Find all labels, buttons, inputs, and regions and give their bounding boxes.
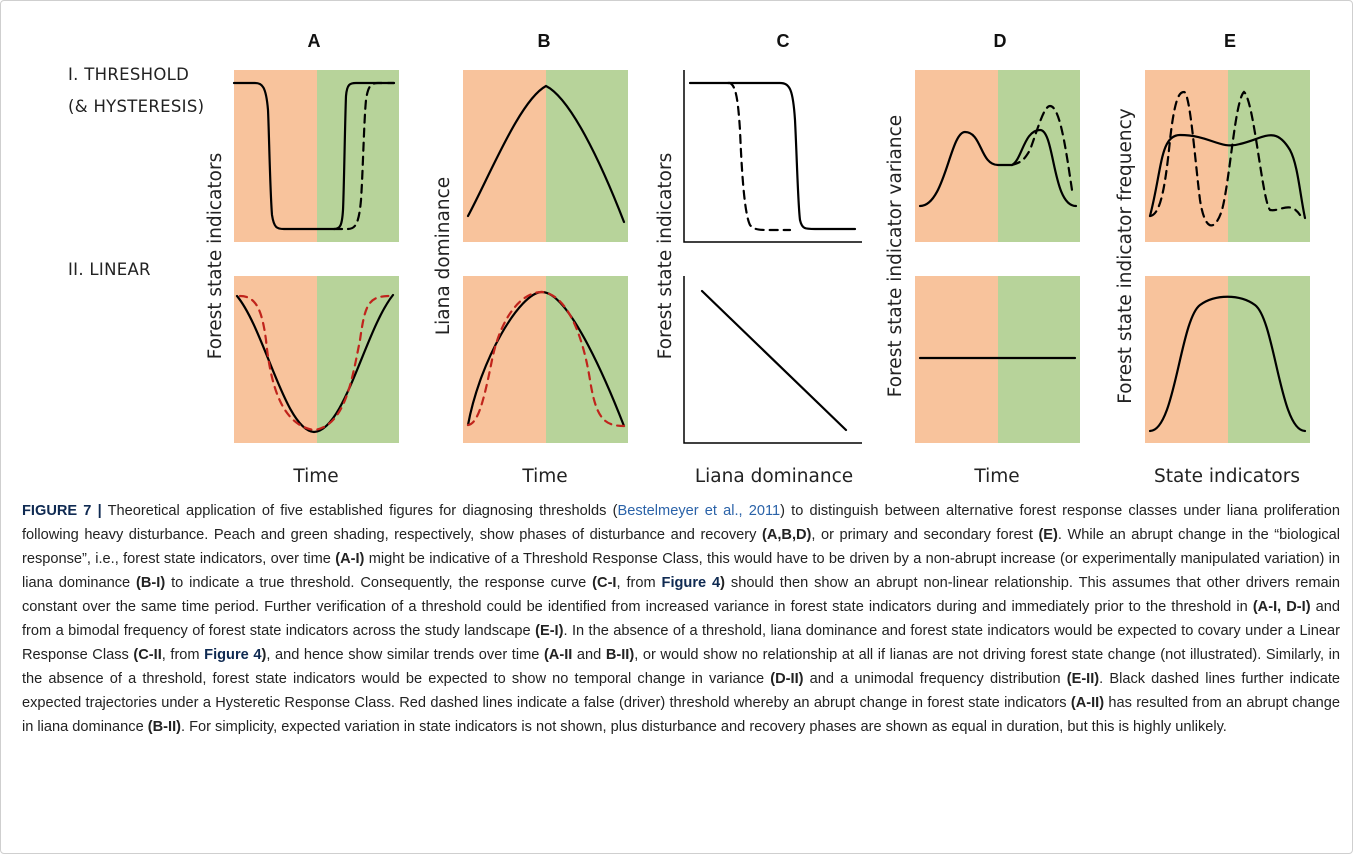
curve-e-i-solid (1148, 133, 1307, 220)
figure-panel-grid: A B C D E I. THRESHOLD (& HYSTERESIS) II… (68, 31, 1310, 487)
caption-text: and (572, 647, 606, 663)
curve-b-ii-red-dashed (466, 290, 626, 428)
caption-text: and from a bimodal frequency of forest s… (22, 599, 1340, 639)
y-axis-title-e: Forest state indicator frequency (1115, 108, 1136, 404)
curve-a-ii-solid (235, 293, 395, 434)
panel-reference: (A-II (543, 647, 573, 663)
caption-text: ) to distinguish between alternative for… (22, 503, 1340, 543)
x-axis-title-c: Liana dominance (695, 466, 853, 487)
caption-text: and a unimodal frequency distribution (803, 671, 1067, 687)
row-label-hysteresis: (& HYSTERESIS) (68, 97, 204, 116)
caption-text: , or primary and secondary forest (811, 527, 1039, 543)
column-letter-a: A (308, 31, 321, 51)
panel-reference: ) (720, 575, 726, 591)
y-axis-title-d: Forest state indicator variance (885, 115, 906, 397)
panel-reference: (E-I) (535, 623, 564, 639)
panel-reference: B-II) (605, 647, 635, 663)
curve-a-ii-red-dashed (238, 294, 392, 432)
axes-c-ii (683, 276, 862, 444)
curve-d-i-black-dashed (1010, 104, 1074, 192)
curve-a-i-black-dashed (332, 81, 396, 231)
curves (232, 81, 1307, 434)
panel-reference: (A-I) (335, 551, 365, 567)
curve-b-i-solid (466, 84, 626, 224)
caption-body: Theoretical application of five establis… (22, 503, 1340, 735)
curve-c-ii-solid (700, 289, 848, 432)
recovery-shading-e-ii (1228, 276, 1310, 443)
disturbance-shading-b-ii (463, 276, 546, 443)
x-axis-title-d: Time (973, 466, 1019, 487)
recovery-shading-d-ii (998, 276, 1080, 443)
y-axis-title-a: Forest state indicators (205, 153, 226, 359)
curve-c-i-solid (688, 81, 857, 231)
panel-reference: (B-II) (147, 719, 181, 735)
x-axis-title-b: Time (521, 466, 567, 487)
caption-text: , and hence show similar trends over tim… (266, 647, 544, 663)
caption-text: , or would show no relationship at all i… (22, 647, 1340, 687)
column-letter-d: D (994, 31, 1007, 51)
disturbance-shading-d-ii (915, 276, 998, 443)
figure-reference-link[interactable]: Figure 4 (661, 575, 721, 591)
column-letter-b: B (538, 31, 551, 51)
row-label-linear: II. LINEAR (68, 260, 151, 279)
panel-reference: (E-II) (1066, 671, 1100, 687)
panel-reference: (A-I, D-I) (1252, 599, 1311, 615)
panel-reference: (C-I (592, 575, 617, 591)
curve-e-i-black-dashed (1148, 90, 1302, 227)
recovery-shading-a-ii (317, 276, 399, 443)
caption-text: , from (161, 647, 205, 663)
caption-text: . In the absence of a threshold, liana d… (22, 623, 1341, 663)
curve-c-i-black-dashed (726, 81, 792, 232)
x-axis-title-e: State indicators (1154, 466, 1300, 487)
x-axis-title-a: Time (292, 466, 338, 487)
panel-reference: (C-II (133, 647, 162, 663)
caption-text: , from (616, 575, 662, 591)
curve-e-ii-solid (1148, 295, 1307, 433)
caption-text: might be indicative of a Threshold Respo… (22, 551, 1340, 591)
axes-c-i (683, 70, 862, 243)
figure-reference-link[interactable]: Figure 4 (204, 647, 262, 663)
column-letter-e: E (1224, 31, 1236, 51)
axes-c (683, 70, 862, 444)
figure-label: FIGURE 7 | (22, 503, 102, 519)
disturbance-shading-a-ii (234, 276, 317, 443)
disturbance-shading-e-i (1145, 70, 1228, 242)
recovery-shading-e-i (1228, 70, 1310, 242)
caption-text: has resulted from an abrupt change in li… (22, 695, 1340, 735)
panel-reference: (E) (1038, 527, 1058, 543)
phase-shading (234, 70, 1310, 443)
panel-reference: (D-II) (770, 671, 804, 687)
disturbance-shading-a-i (234, 70, 317, 242)
curve-d-i-solid (918, 128, 1078, 208)
recovery-shading-a-i (317, 70, 399, 242)
caption-text: . While an abrupt change in the “biologi… (22, 527, 1340, 567)
row-label-threshold: I. THRESHOLD (68, 65, 189, 84)
y-axis-title-c: Forest state indicators (655, 153, 676, 359)
panel-reference: (B-I) (136, 575, 166, 591)
figure-caption: FIGURE 7 | Theoretical application of fi… (22, 499, 1340, 739)
caption-text: . For simplicity, expected variation in … (180, 719, 1227, 735)
caption-text: to indicate a true threshold. Consequent… (165, 575, 593, 591)
caption-text: Theoretical application of five establis… (101, 503, 618, 519)
caption-text: should then show an abrupt non-linear re… (22, 575, 1340, 615)
column-letter-c: C (777, 31, 790, 51)
panel-reference: (A,B,D) (761, 527, 812, 543)
panel-reference: (A-II) (1070, 695, 1105, 711)
caption-text: . Black dashed lines further indicate ex… (22, 671, 1340, 711)
curve-a-i-solid (232, 81, 396, 231)
disturbance-shading-e-ii (1145, 276, 1228, 443)
y-axis-title-b: Liana dominance (433, 177, 454, 335)
citation-link[interactable]: Bestelmeyer et al., 2011 (617, 503, 781, 519)
panel-reference: ) (261, 647, 267, 663)
